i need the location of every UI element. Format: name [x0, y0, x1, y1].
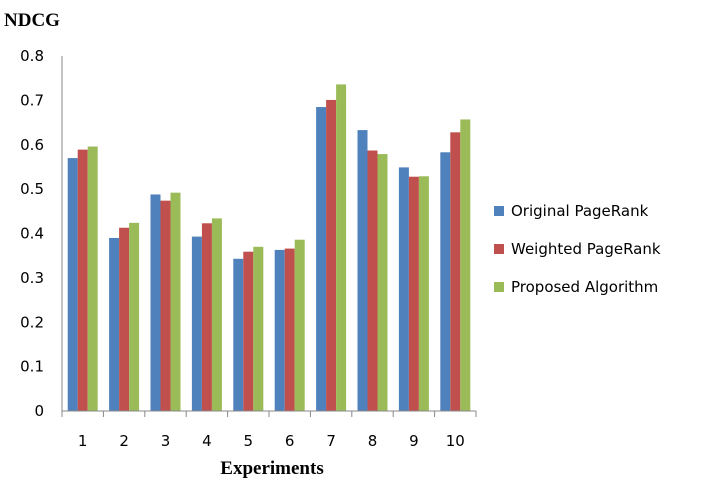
bar-proposed-algorithm	[377, 154, 388, 411]
y-tick-label: 0.6	[20, 136, 44, 154]
x-tick-label: 9	[409, 432, 419, 450]
bar-original-pagerank	[440, 152, 451, 411]
bar-original-pagerank	[67, 158, 78, 411]
bar-proposed-algorithm	[418, 176, 429, 411]
bar-proposed-algorithm	[129, 222, 140, 411]
y-tick-label: 0.8	[20, 47, 44, 65]
bar-weighted-pagerank	[450, 132, 461, 411]
x-tick-marks	[61, 411, 477, 417]
bar-proposed-algorithm	[170, 192, 181, 411]
x-tick-label: 5	[244, 432, 254, 450]
bar-proposed-algorithm	[294, 239, 305, 411]
legend-swatch	[494, 282, 504, 292]
bar-weighted-pagerank	[326, 99, 337, 412]
bar-original-pagerank	[316, 107, 327, 411]
legend-swatch	[494, 244, 504, 254]
bars	[67, 84, 471, 412]
x-tick-labels: 1 2 3 4 5 6 7 8 9 10	[78, 432, 465, 450]
bar-weighted-pagerank	[119, 227, 130, 411]
x-tick-label: 1	[78, 432, 88, 450]
bar-weighted-pagerank	[243, 251, 254, 411]
legend-label: Proposed Algorithm	[511, 278, 658, 296]
y-axis-title: NDCG	[4, 10, 60, 31]
bar-weighted-pagerank	[77, 149, 88, 411]
y-tick-label: 0.2	[20, 313, 44, 331]
y-tick-label: 0.4	[20, 225, 44, 243]
y-tick-labels: 0 0.1 0.2 0.3 0.4 0.5 0.6 0.7 0.8	[20, 47, 44, 420]
bar-original-pagerank	[398, 167, 409, 411]
y-tick-label: 0.5	[20, 180, 44, 198]
y-tick-label: 0	[34, 402, 44, 420]
bar-weighted-pagerank	[284, 248, 295, 411]
x-tick-label: 3	[161, 432, 171, 450]
legend-label: Weighted PageRank	[511, 240, 661, 258]
legend: Original PageRank Weighted PageRank Propos…	[494, 202, 661, 296]
x-tick-label: 7	[326, 432, 336, 450]
x-tick-label: 8	[368, 432, 378, 450]
x-tick-label: 4	[202, 432, 212, 450]
x-tick-label: 6	[285, 432, 295, 450]
bar-original-pagerank	[150, 194, 161, 411]
bar-proposed-algorithm	[87, 146, 98, 411]
bar-original-pagerank	[357, 130, 368, 411]
legend-label: Original PageRank	[511, 202, 649, 220]
bar-original-pagerank	[274, 249, 285, 411]
y-tick-label: 0.1	[20, 358, 44, 376]
bar-original-pagerank	[109, 237, 120, 411]
legend-swatch	[494, 206, 504, 216]
bar-proposed-algorithm	[211, 218, 222, 411]
bar-weighted-pagerank	[160, 200, 171, 411]
x-tick-label: 2	[119, 432, 129, 450]
bar-weighted-pagerank	[408, 176, 419, 411]
bar-proposed-algorithm	[253, 246, 264, 411]
bar-proposed-algorithm	[336, 84, 347, 412]
x-tick-label: 10	[446, 432, 465, 450]
x-axis-title: Experiments	[220, 458, 323, 479]
bar-weighted-pagerank	[367, 150, 378, 412]
y-tick-label: 0.3	[20, 269, 44, 287]
bar-original-pagerank	[233, 258, 244, 411]
bar-original-pagerank	[191, 236, 202, 411]
bar-proposed-algorithm	[460, 119, 471, 412]
bar-weighted-pagerank	[201, 223, 212, 411]
y-tick-label: 0.7	[20, 91, 44, 109]
